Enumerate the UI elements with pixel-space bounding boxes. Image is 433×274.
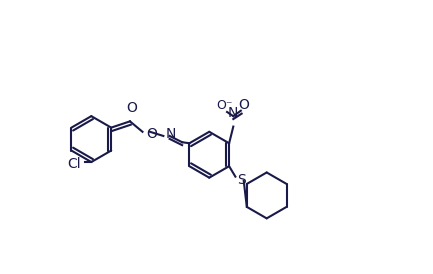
Text: S: S	[237, 173, 246, 187]
Text: O: O	[238, 98, 249, 112]
Text: O: O	[146, 127, 157, 141]
Text: N: N	[228, 106, 239, 120]
Text: Cl: Cl	[67, 157, 81, 171]
Text: O: O	[126, 101, 138, 115]
Text: N: N	[165, 127, 176, 141]
Text: O⁻: O⁻	[216, 99, 233, 112]
